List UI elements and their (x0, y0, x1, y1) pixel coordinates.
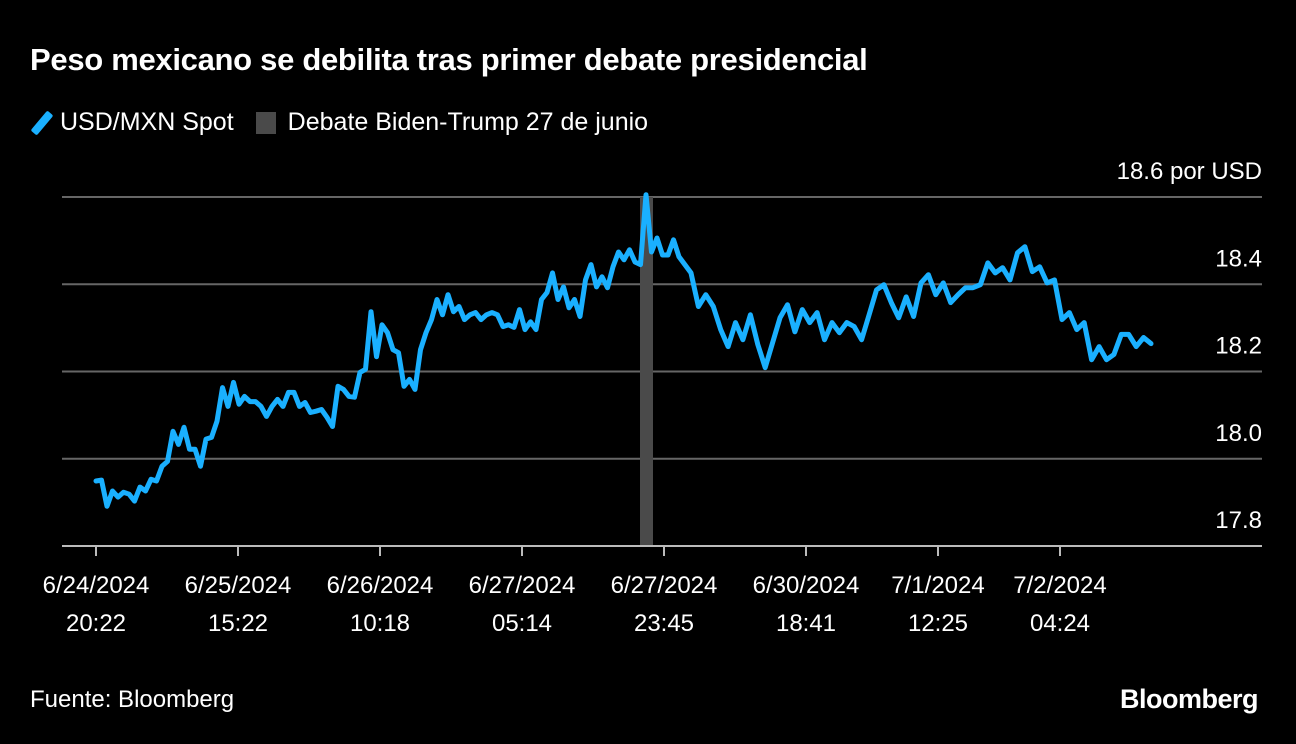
x-tick-time: 15:22 (208, 610, 268, 637)
bar-swatch-icon (255, 111, 276, 134)
series-line-usd-mxn (93, 192, 1154, 509)
x-tick-date: 6/25/2024 (185, 572, 292, 599)
legend-label-series: USD/MXN Spot (60, 108, 234, 136)
x-tick-date: 7/2/2024 (1013, 572, 1106, 599)
y-tick-label: 17.8 (1215, 507, 1262, 534)
x-tick-date: 6/26/2024 (327, 572, 434, 599)
x-tick-time: 18:41 (776, 610, 836, 637)
legend-item-event: Debate Biden-Trump 27 de junio (255, 108, 649, 137)
y-tick-label: 18.4 (1215, 245, 1262, 272)
x-tick-date: 6/27/2024 (611, 572, 718, 599)
x-tick-time: 12:25 (908, 610, 968, 637)
x-tick-date: 6/24/2024 (43, 572, 150, 599)
y-tick-label: 18.2 (1215, 333, 1262, 360)
y-tick-label: 18.0 (1215, 420, 1262, 447)
source-note: Fuente: Bloomberg (30, 686, 235, 713)
y-tick-label: 18.6 por USD (1117, 158, 1262, 185)
x-tick-time: 05:14 (492, 610, 552, 637)
x-tick-time: 10:18 (350, 610, 410, 637)
x-tick-date: 6/27/2024 (469, 572, 576, 599)
legend-item-series: USD/MXN Spot (30, 108, 234, 137)
legend: USD/MXN Spot Debate Biden-Trump 27 de ju… (30, 108, 670, 137)
x-tick-date: 7/1/2024 (891, 572, 984, 599)
x-tick-time: 23:45 (634, 610, 694, 637)
bloomberg-logo: Bloomberg (1119, 684, 1259, 714)
chart-title: Peso mexicano se debilita tras primer de… (30, 42, 868, 77)
x-tick-time: 20:22 (66, 610, 126, 637)
x-tick-date: 6/30/2024 (753, 572, 860, 599)
legend-label-event: Debate Biden-Trump 27 de junio (287, 108, 649, 136)
debate-event-bar (640, 197, 653, 546)
x-tick-time: 04:24 (1030, 610, 1090, 637)
